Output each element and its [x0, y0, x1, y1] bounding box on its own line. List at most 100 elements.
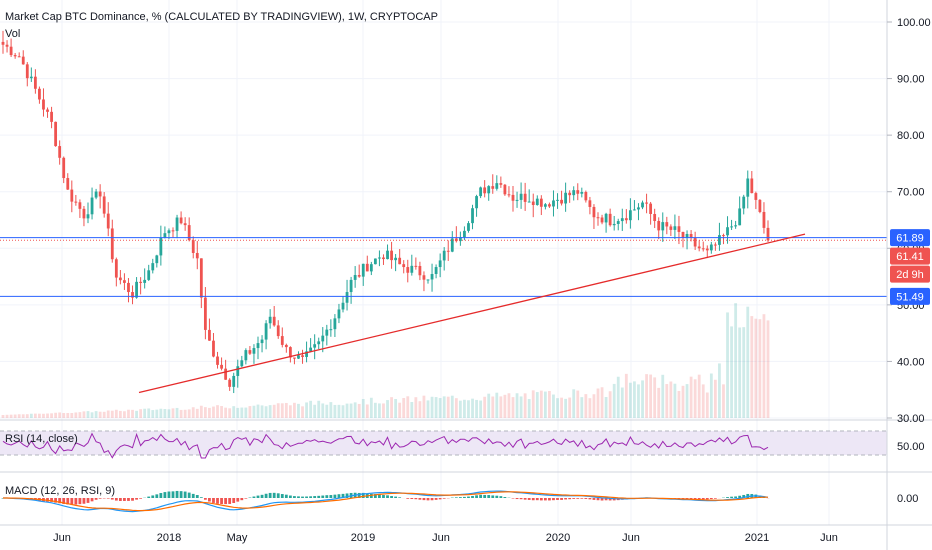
badge-line-upper: 61.89	[890, 229, 930, 247]
volume-bar	[17, 414, 21, 418]
candle	[552, 190, 555, 217]
macd-hist-bar	[357, 492, 361, 498]
candle	[665, 216, 669, 235]
volume-bar	[272, 404, 276, 418]
macd-hist-bar	[442, 498, 446, 499]
volume-bar	[179, 409, 183, 418]
candle	[511, 186, 515, 212]
badge-countdown: 2d 9h	[890, 265, 930, 283]
macd-hist-bar	[475, 495, 478, 498]
volume-bar	[414, 397, 418, 418]
macd-hist-bar	[596, 498, 600, 501]
candle	[272, 306, 276, 327]
macd-hist-bar	[608, 498, 612, 501]
candle	[260, 335, 264, 353]
candle	[519, 182, 523, 209]
candle	[543, 203, 547, 210]
candle	[329, 319, 333, 337]
candle	[236, 359, 240, 388]
volume-bar	[677, 390, 681, 418]
macd-hist-bar	[543, 498, 547, 501]
volume-bar	[147, 408, 151, 418]
volume-bar	[58, 412, 62, 418]
macd-hist-bar	[713, 498, 717, 499]
volume-bar	[123, 411, 126, 418]
volume-bar	[171, 408, 175, 418]
horizontal-lines[interactable]	[0, 237, 887, 297]
candle	[608, 208, 612, 227]
volume-bar	[70, 412, 74, 418]
volume-bar	[46, 413, 49, 418]
volume-bar	[143, 408, 147, 418]
macd-hist-bar	[232, 498, 236, 504]
volume-bar	[454, 398, 458, 418]
rsi-legend[interactable]: RSI (14, close)	[5, 433, 78, 445]
volume-bar	[50, 413, 53, 418]
macd-hist-bar	[54, 498, 58, 503]
volume-bar	[264, 406, 268, 418]
candle	[349, 276, 353, 304]
macd-tick-label: 0.00	[897, 493, 918, 505]
volume-bar	[373, 402, 377, 418]
candle	[361, 263, 365, 286]
candle	[487, 185, 491, 201]
macd-hist-bar	[74, 498, 78, 505]
volume-bar	[329, 402, 333, 418]
candle	[722, 233, 725, 245]
volume-bar	[305, 402, 308, 418]
macd-hist-bar	[568, 498, 572, 500]
trendline[interactable]	[138, 233, 806, 394]
macd-legend[interactable]: MACD (12, 26, RSI, 9)	[5, 485, 115, 497]
candle	[758, 199, 762, 214]
candle	[390, 241, 393, 269]
macd-hist-bar	[118, 498, 122, 501]
volume-bar	[426, 400, 430, 418]
volume-bar	[90, 412, 94, 418]
macd-hist-bar	[123, 498, 126, 501]
macd-hist-bar	[584, 498, 588, 499]
candle	[309, 338, 313, 353]
volume-bar	[410, 401, 414, 418]
vol-legend[interactable]: Vol	[5, 28, 20, 40]
candle	[616, 218, 620, 231]
volume-bar	[734, 303, 738, 418]
candle	[507, 186, 511, 198]
macd-hist-bar	[479, 494, 483, 498]
candle	[159, 225, 163, 266]
volume-bar	[588, 398, 592, 418]
volume-bar	[159, 408, 163, 418]
candle	[483, 180, 487, 198]
volume-bar	[240, 407, 244, 418]
volume-bars	[1, 303, 770, 418]
candle	[143, 268, 147, 289]
volume-bar	[106, 410, 110, 418]
macd-hist-bar	[313, 496, 317, 498]
macd-hist-bar	[483, 494, 487, 498]
time-axis[interactable]: Jun 2018 May 2019 Jun 2020 Jun 2021 Jun	[53, 532, 838, 544]
candle	[369, 261, 373, 276]
volume-bar	[390, 397, 393, 418]
candle	[13, 52, 17, 59]
macd-hist-bar	[463, 496, 466, 498]
volume-bar	[584, 394, 588, 418]
macd-hist-bar	[252, 496, 256, 498]
candle	[42, 88, 45, 117]
volume-bar	[483, 396, 487, 418]
macd-hist-bar	[604, 498, 608, 501]
macd-hist-bar	[471, 495, 474, 498]
main-price-axis[interactable]: 100.0090.0080.0070.0060.0050.0040.0030.0…	[887, 17, 931, 425]
macd-hist-bar	[114, 498, 118, 501]
macd-price-axis[interactable]: 0.00	[897, 493, 918, 505]
candle	[17, 52, 21, 58]
volume-bar	[232, 406, 236, 418]
rsi-price-axis[interactable]: 50.00	[897, 441, 925, 453]
price-tick-label: 80.00	[897, 130, 925, 142]
macd-hist-bar	[163, 492, 167, 498]
candle	[450, 231, 454, 253]
macd-hist-bar	[187, 492, 191, 498]
macd-hist-bar	[398, 497, 402, 498]
volume-bar	[131, 409, 134, 418]
macd-hist-bar	[337, 494, 341, 498]
candle	[82, 205, 86, 227]
time-tick-label: 2020	[546, 532, 570, 544]
